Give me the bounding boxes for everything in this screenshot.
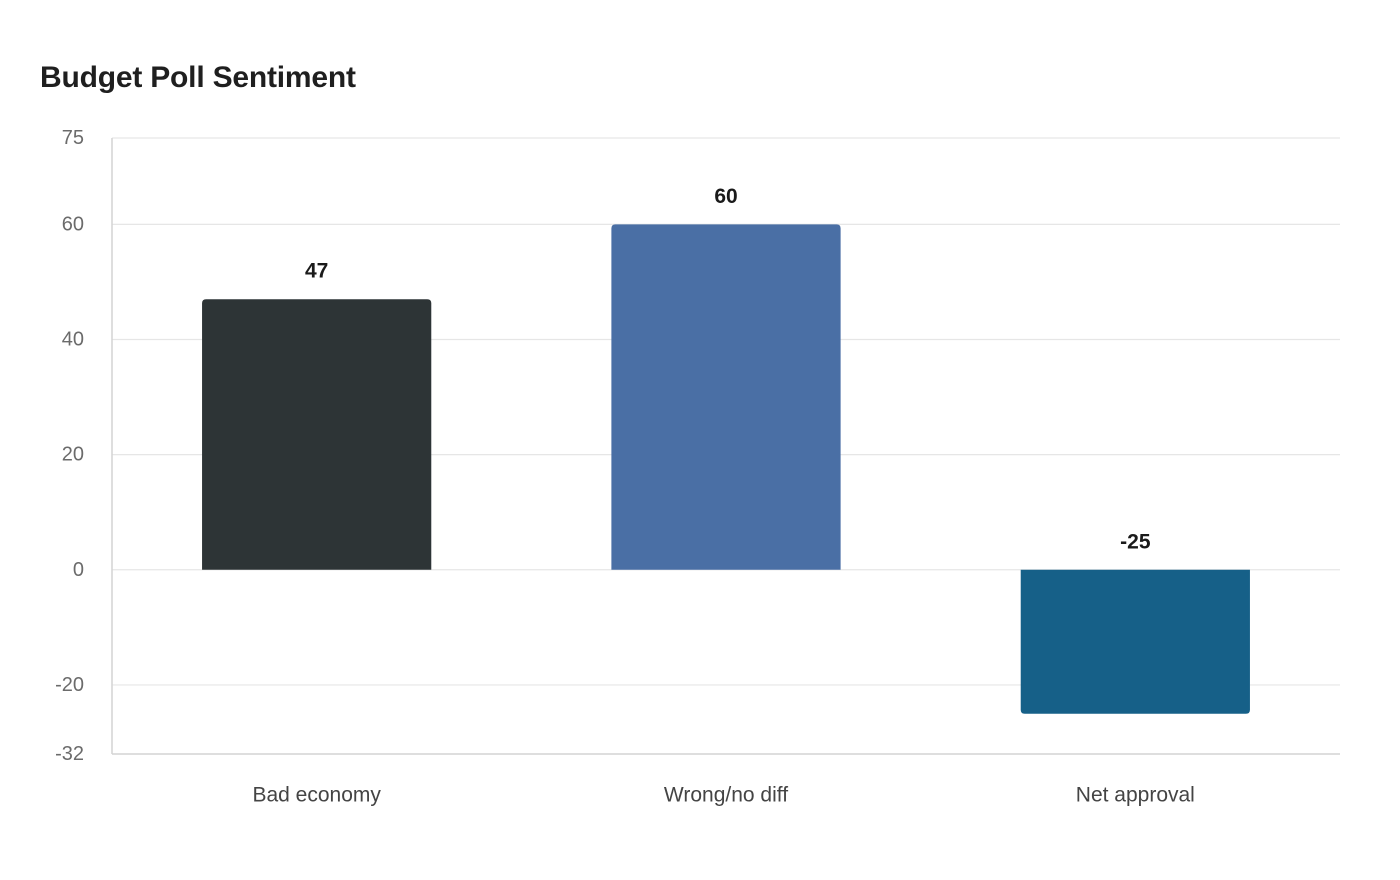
labels: -32 -20 0 20 40 60 75 47 Bad economy 60 Wrong/no d… <box>55 127 1195 807</box>
y-tick-label: 75 <box>62 127 84 149</box>
bar <box>611 224 841 570</box>
data-label: 60 <box>714 185 737 208</box>
y-tick-label: 40 <box>62 328 84 350</box>
y-tick-label: 0 <box>73 559 84 581</box>
x-tick-label: Wrong/no diff <box>664 784 788 807</box>
x-tick-label: Bad economy <box>252 784 381 807</box>
bar <box>202 299 432 570</box>
bars <box>202 224 1250 714</box>
data-label: -25 <box>1120 530 1151 553</box>
axes <box>111 138 1340 755</box>
data-label: 47 <box>305 260 328 283</box>
y-tick-label: -20 <box>55 674 84 696</box>
y-tick-label: 20 <box>62 444 84 466</box>
chart-title: Budget Poll Sentiment <box>40 61 356 94</box>
x-tick-label: Net approval <box>1076 784 1195 807</box>
y-tick-label: 60 <box>62 213 84 235</box>
y-tick-label: -32 <box>55 743 84 765</box>
bar <box>1020 569 1250 714</box>
